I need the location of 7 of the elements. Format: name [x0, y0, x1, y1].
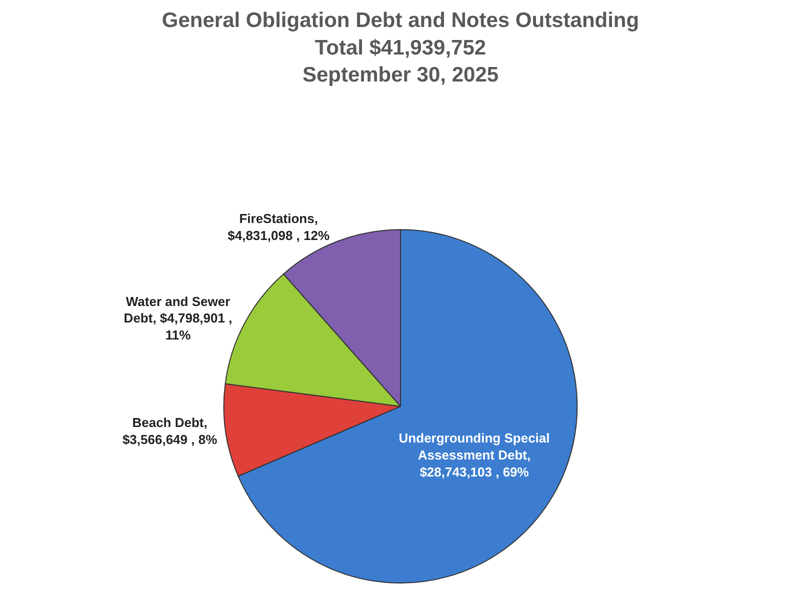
chart-subtitle: Total $41,939,752: [314, 36, 486, 60]
text: September 30, 2025: [302, 64, 499, 87]
slice-label: Undergrounding Special Assessment Debt, $28,743,103 , 69%: [398, 430, 550, 480]
slice-label: Water and Sewer Debt, $4,798,901 , 11%: [124, 294, 232, 343]
slice-label: FireStations, $4,831,098 , 12%: [228, 211, 330, 244]
slice-label: Beach Debt, $3,566,649 , 8%: [122, 415, 218, 448]
chart-title: General Obligation Debt and Notes Outstanding: [162, 9, 640, 32]
